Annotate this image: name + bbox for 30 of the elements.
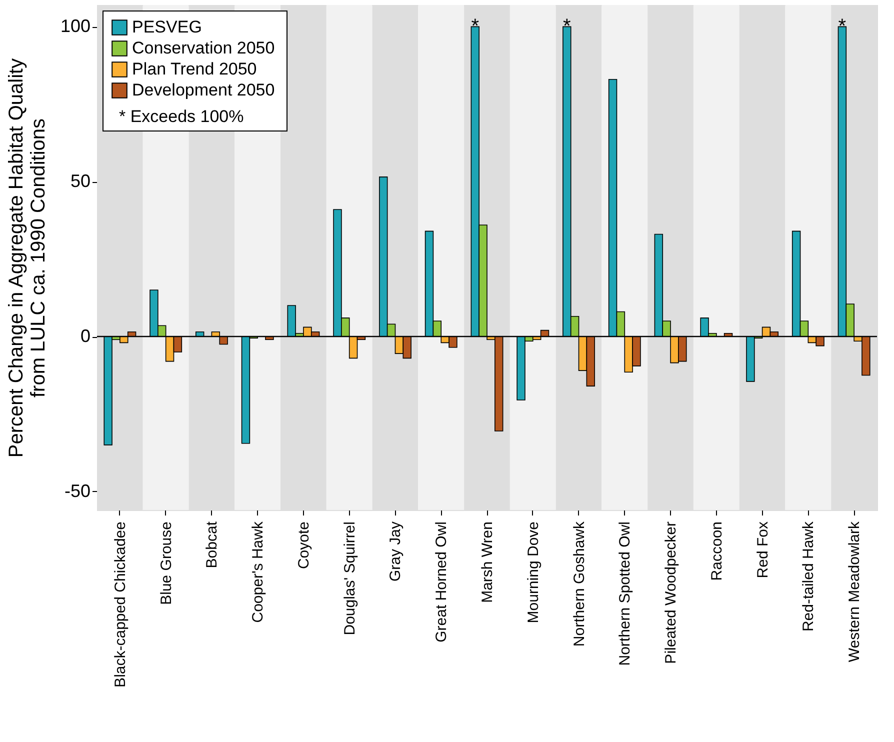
x-tick-label: Red-tailed Hawk	[800, 521, 818, 632]
x-tick-label: Bobcat	[204, 520, 221, 568]
data-label: *	[563, 16, 571, 38]
x-tick-label: Northern Goshawk	[570, 521, 588, 647]
legend-label: Conservation 2050	[132, 38, 275, 58]
data-label: *	[838, 16, 846, 38]
x-tick-label: Blue Grouse	[158, 522, 175, 605]
x-tick-label: Cooper's Hawk	[250, 521, 267, 623]
legend-label: Development 2050	[132, 80, 275, 100]
annotation: * Exceeds 100%	[119, 107, 244, 126]
x-tick-label: Northern Spotted Owl	[616, 522, 634, 666]
x-tick-label: Marsh Wren	[479, 522, 496, 603]
y-tick-label: -50	[64, 480, 90, 501]
x-tick-label: Gray Jay	[387, 521, 404, 582]
data-label: *	[471, 16, 480, 38]
y-tick-label: 50	[70, 171, 90, 192]
x-tick-label: Western Meadowlark	[846, 521, 864, 662]
x-tick-label: Mourning Dove	[524, 522, 542, 624]
x-tick-label: Red Fox	[754, 521, 772, 578]
x-tick-label: Pileated Woodpecker	[662, 522, 680, 664]
x-tick-label: Black-capped Chickadee	[112, 522, 129, 688]
y-axis-title: Percent Change in Aggregate Habitat Quality from LULC ca. 1990 Conditions	[5, 58, 50, 458]
x-tick-label: Raccoon	[708, 522, 726, 581]
y-tick-label: 100	[60, 16, 90, 36]
legend-label: Plan Trend 2050	[132, 60, 257, 78]
x-tick-label: Coyote	[295, 522, 312, 570]
y-tick-label: 0	[80, 326, 90, 346]
x-tick-label: Douglas' Squirrel	[341, 522, 358, 636]
x-tick-label: Great Horned Owl	[433, 522, 450, 642]
legend-label: PESVEG	[132, 18, 202, 36]
